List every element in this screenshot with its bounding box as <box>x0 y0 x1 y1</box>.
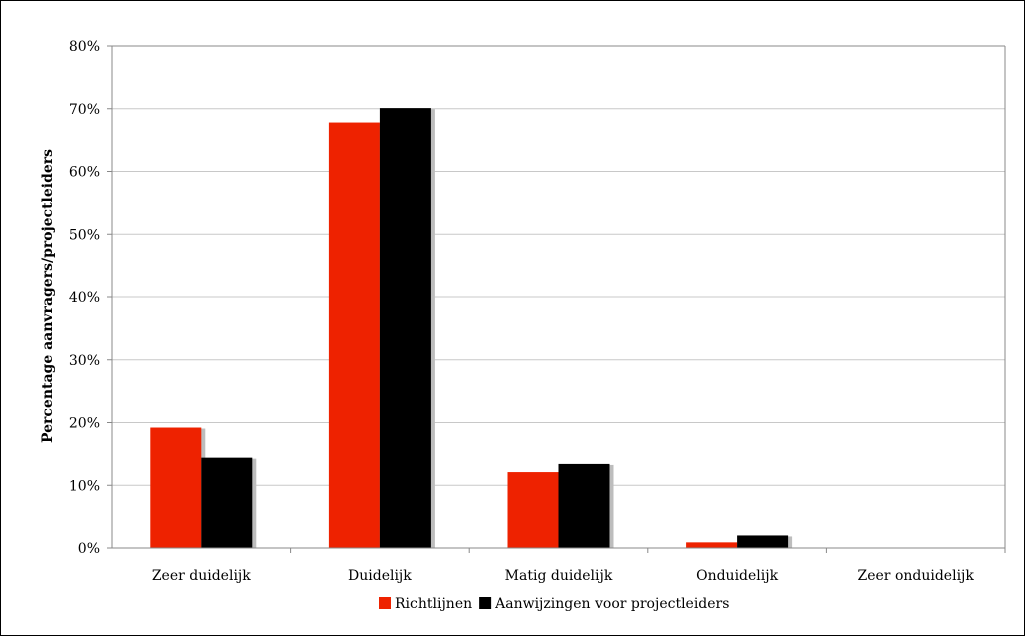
x-tick-label: Duidelijk <box>348 568 412 584</box>
y-axis-ticks: 0% 10% 20% 30% 40% 50% 60% 70% 80% <box>69 39 112 557</box>
legend-label: Richtlijnen <box>395 596 472 612</box>
y-tick-label: 50% <box>69 227 100 243</box>
x-tick-label: Zeer onduidelijk <box>858 568 975 584</box>
bar-richtlijnen <box>686 542 738 548</box>
y-tick-label: 70% <box>69 102 100 118</box>
legend: Richtlijnen Aanwijzingen voor projectleid… <box>379 596 729 612</box>
y-axis-label: Percentage aanvragers/projectleiders <box>40 149 56 443</box>
x-axis-categories: Zeer duidelijk Duidelijk Matig duidelijk On… <box>152 568 975 584</box>
bars <box>150 108 793 549</box>
y-tick-label: 40% <box>69 290 100 306</box>
bar-aanwijzingen <box>379 108 431 548</box>
y-tick-label: 0% <box>78 541 100 557</box>
y-tick-label: 20% <box>69 416 100 432</box>
legend-swatch <box>379 597 391 609</box>
gridlines <box>112 45 1005 486</box>
y-tick-label: 60% <box>69 165 100 181</box>
x-tick-label: Onduidelijk <box>696 568 778 584</box>
y-tick-label: 80% <box>69 39 100 55</box>
bar-richtlijnen <box>328 122 380 549</box>
y-tick-label: 30% <box>69 353 100 369</box>
x-tick-label: Matig duidelijk <box>505 568 613 584</box>
bar-richtlijnen <box>507 472 559 548</box>
legend-label: Aanwijzingen voor projectleiders <box>494 596 729 612</box>
legend-swatch <box>479 597 492 609</box>
x-tick-label: Zeer duidelijk <box>152 568 251 584</box>
bar-aanwijzingen <box>737 535 789 548</box>
bar-aanwijzingen <box>201 457 253 548</box>
bar-richtlijnen <box>150 427 202 548</box>
y-tick-label: 10% <box>69 478 100 494</box>
axes <box>111 45 1006 553</box>
bar-aanwijzingen <box>558 463 610 548</box>
